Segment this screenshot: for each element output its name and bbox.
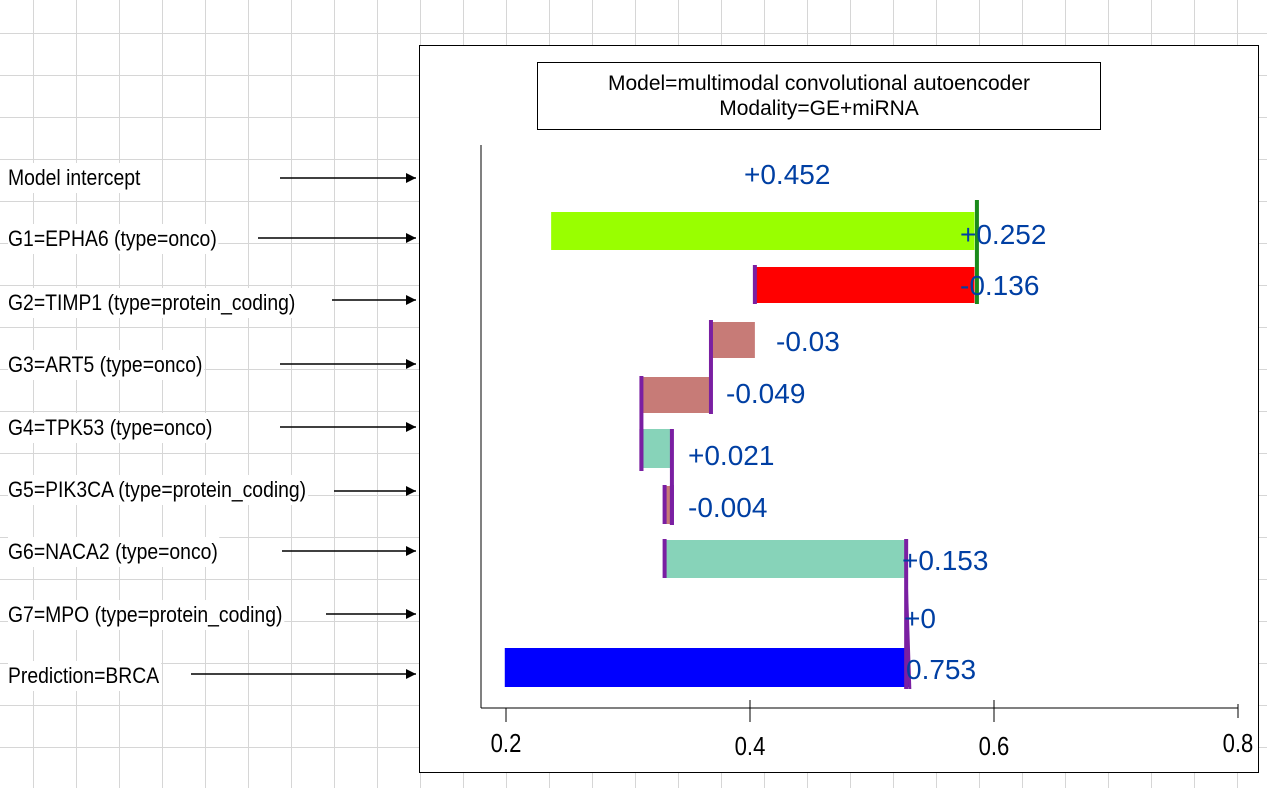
waterfall-bar xyxy=(551,212,975,250)
axes xyxy=(480,145,1238,709)
row-label-g2: G2=TIMP1 (type=protein_coding) xyxy=(8,288,298,318)
row-label-g5: G5=PIK3CA (type=protein_coding) xyxy=(8,475,308,505)
row-label-g6: G6=NACA2 (type=onco) xyxy=(8,537,220,567)
waterfall-bar xyxy=(641,377,711,413)
bars xyxy=(504,212,975,687)
waterfall-bar xyxy=(664,486,672,524)
x-tick-label: 0.4 xyxy=(735,732,766,761)
x-tick-label: 0.8 xyxy=(1223,729,1254,758)
waterfall-bar xyxy=(504,648,909,687)
waterfall-bar xyxy=(754,267,975,303)
value-label: +0.452 xyxy=(744,159,830,190)
x-tick-label: 0.6 xyxy=(979,732,1010,761)
connector-line xyxy=(904,577,912,690)
waterfall-bar xyxy=(664,540,907,578)
chart-title-line1: Model=multimodal convolutional autoencod… xyxy=(607,72,1030,95)
row-label-intercept: Model intercept xyxy=(8,163,143,193)
value-label: -0.136 xyxy=(960,270,1039,301)
value-label: +0 xyxy=(904,603,936,634)
row-labels: Model intercept G1=EPHA6 (type=onco) G2=… xyxy=(0,0,420,788)
value-label: +0.153 xyxy=(902,545,988,576)
value-label: -0.004 xyxy=(688,492,767,523)
row-label-prediction: Prediction=BRCA xyxy=(8,661,161,691)
x-ticks: 0.2 0.4 0.6 0.8 xyxy=(491,700,1254,761)
row-arrows xyxy=(191,173,416,679)
value-label: -0.049 xyxy=(726,378,805,409)
chart-title-box: Model=multimodal convolutional autoencod… xyxy=(537,62,1101,130)
final-value-label: 0.753 xyxy=(906,654,976,685)
value-label: +0.252 xyxy=(960,219,1046,250)
waterfall-bar xyxy=(641,429,672,468)
row-label-g7: G7=MPO (type=protein_coding) xyxy=(8,600,285,630)
value-labels: +0.452 +0.252 -0.136 -0.03 -0.049 +0.021 -0.00… xyxy=(688,159,1046,685)
row-label-g1: G1=EPHA6 (type=onco) xyxy=(8,224,219,254)
connectors xyxy=(639,200,979,690)
row-label-g3: G3=ART5 (type=onco) xyxy=(8,350,205,380)
x-tick-label: 0.2 xyxy=(491,729,522,758)
value-label: -0.03 xyxy=(776,326,840,357)
waterfall-bar xyxy=(710,322,755,358)
chart-title-line2: Modality=GE+miRNA xyxy=(719,97,919,120)
row-label-g4: G4=TPK53 (type=onco) xyxy=(8,413,215,443)
value-label: +0.021 xyxy=(688,440,774,471)
